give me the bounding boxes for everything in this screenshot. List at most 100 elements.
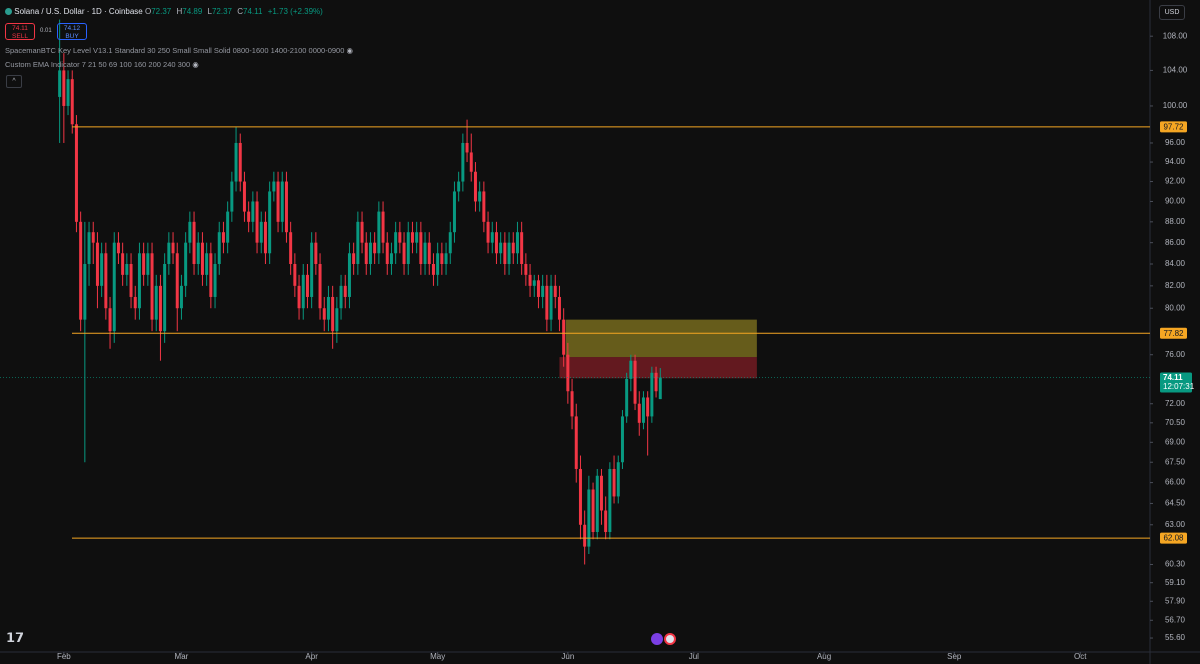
candle-body [373, 242, 377, 254]
y-tick-label: 88.00 [1165, 217, 1186, 226]
candle-body [343, 285, 347, 297]
candle-body [578, 468, 582, 525]
candle-body [461, 142, 465, 182]
candle-body [541, 285, 545, 297]
candle-body [108, 308, 112, 332]
candle-body [314, 242, 318, 265]
l-label: L [207, 7, 212, 16]
candle-body [436, 253, 440, 275]
level-tag [1160, 121, 1187, 133]
candle-body [133, 296, 137, 309]
candle-body [389, 253, 393, 265]
candle-body [511, 242, 515, 254]
candle-body [431, 264, 435, 275]
currency[interactable]: USD [1159, 5, 1185, 20]
y-tick-label: 70.50 [1165, 418, 1186, 427]
candle-body [289, 232, 293, 265]
candle-body [499, 242, 503, 254]
candle-body [394, 232, 398, 254]
y-tick-label: 66.00 [1165, 478, 1186, 487]
candle-body [192, 221, 196, 265]
candle-body [532, 280, 536, 286]
candle-body [536, 280, 540, 297]
candle-body [163, 264, 167, 332]
x-tick-label: Feb [57, 652, 71, 661]
symbol: Solana / U.S. Dollar · 1D · Coinbase [14, 7, 143, 16]
candle-body [478, 191, 482, 202]
indicator-2[interactable]: Custom EMA Indicator 7 21 50 69 100 160 … [5, 60, 199, 69]
collapse-button[interactable]: ^ [6, 75, 22, 88]
y-tick-label: 72.00 [1165, 399, 1186, 408]
candle-body [310, 242, 314, 297]
candle-body [335, 308, 339, 332]
candle-body [66, 79, 70, 106]
candle-body [440, 253, 444, 265]
level-tag-label: 62.08 [1163, 534, 1184, 543]
sell-price: 74.11 [12, 25, 28, 32]
indicator-1[interactable]: SpacemanBTC Key Level V13.1 Standard 30 … [5, 46, 353, 55]
candle-body [167, 242, 171, 265]
candle-body [238, 142, 242, 182]
candle-body [650, 372, 654, 417]
candle-body [473, 171, 477, 202]
zone [559, 357, 757, 379]
candle-body [587, 489, 591, 547]
candle-body [129, 264, 133, 297]
candle-body [486, 221, 490, 243]
candle-body [515, 232, 519, 254]
sell-button[interactable]: 74.11 SELL [5, 23, 35, 40]
candle-body [217, 232, 221, 265]
candle-body [406, 232, 410, 265]
logo[interactable]: 𝟭𝟳 [6, 630, 25, 645]
candle-body [604, 510, 608, 532]
candle-body [83, 264, 87, 320]
candle-body [368, 242, 372, 265]
y-tick-label: 76.00 [1165, 350, 1186, 359]
y-tick-label: 96.00 [1165, 138, 1186, 147]
candle-body [200, 242, 204, 275]
candle-body [213, 264, 217, 297]
event-icon[interactable] [651, 633, 663, 645]
candle-body [301, 274, 305, 309]
x-tick-label: Jul [689, 652, 699, 661]
candle-body [377, 211, 381, 254]
candle-body [121, 253, 125, 275]
low: 72.37 [211, 7, 232, 16]
y-tick-label: 100.00 [1163, 101, 1188, 110]
buy-button[interactable]: 74.12 BUY [57, 23, 87, 40]
candle-body [125, 264, 129, 275]
candle-body [100, 253, 104, 286]
candle-body [70, 79, 74, 125]
candle-body [268, 191, 272, 254]
x-tick-label: Mar [175, 652, 189, 661]
event-icon[interactable] [664, 633, 676, 645]
candle-body [591, 489, 595, 532]
candle-body [184, 242, 188, 286]
symbol-icon [5, 8, 12, 16]
x-tick-label: Oct [1074, 652, 1087, 661]
candle-body [352, 253, 356, 265]
candle-body [175, 253, 179, 309]
candle-body [549, 285, 553, 320]
candle-body [490, 232, 494, 243]
candle-body [331, 296, 335, 332]
x-tick-label: Apr [305, 652, 318, 661]
y-tick-label: 67.50 [1165, 457, 1186, 466]
candle-body [364, 242, 368, 265]
h-label: H [176, 7, 183, 16]
countdown: 12:07:31 [1163, 382, 1195, 391]
candle-body [545, 285, 549, 320]
candle-body [562, 319, 566, 355]
candle-body [608, 468, 612, 532]
candle-body [284, 181, 288, 233]
candle-body [234, 142, 238, 182]
y-tick-label: 63.00 [1165, 520, 1186, 529]
candle-body [410, 232, 414, 243]
candle-body [452, 191, 456, 233]
y-tick-label: 55.60 [1165, 633, 1186, 642]
candle-body [221, 232, 225, 243]
candle-body [654, 372, 658, 392]
candle-body [171, 242, 175, 254]
candle-body [226, 211, 230, 243]
